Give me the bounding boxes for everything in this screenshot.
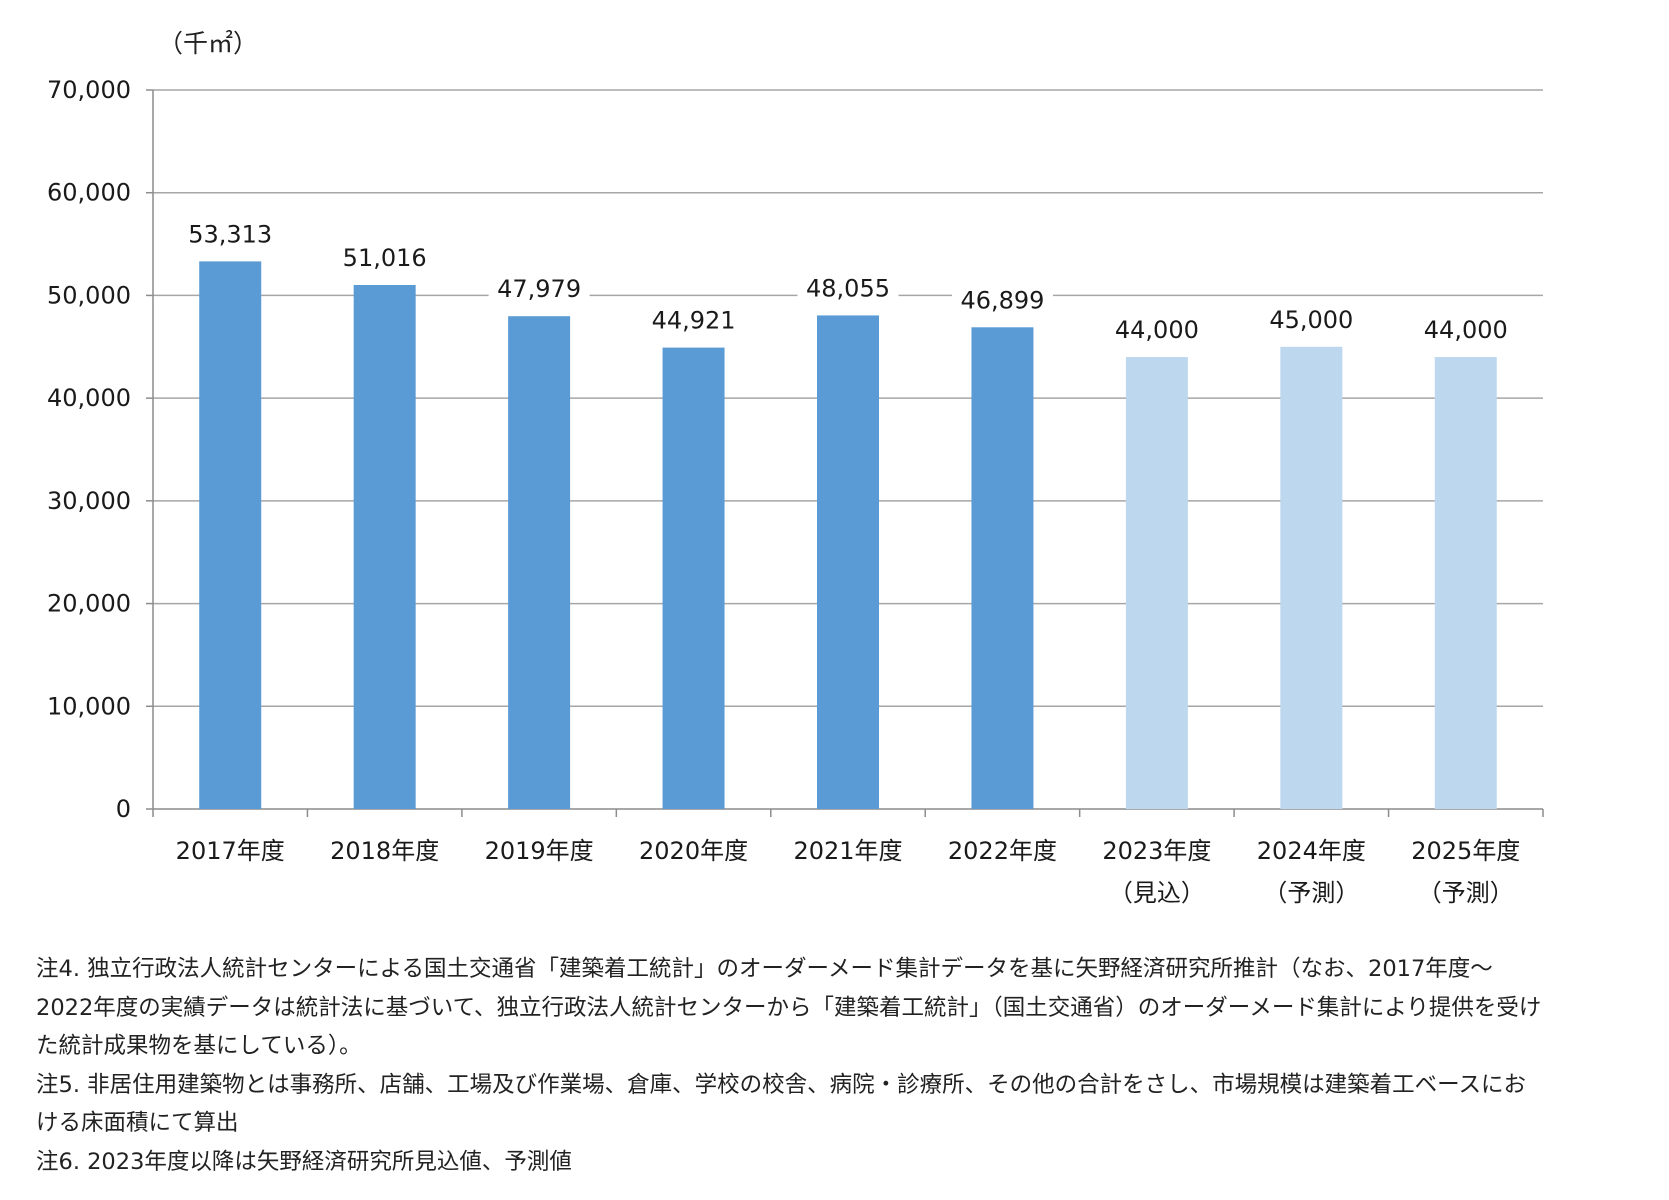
data-label-bg [179, 217, 281, 250]
note-line: ける床面積にて算出 [36, 1110, 239, 1136]
x-tick-label: 2023年度 [1102, 837, 1211, 865]
bar [199, 261, 262, 810]
x-tick-label: 2019年度 [485, 837, 594, 865]
bar [353, 284, 416, 809]
bar [1125, 357, 1188, 809]
x-tick-sublabel: （予測） [1263, 879, 1359, 907]
footnotes: 注4. 独立行政法人統計センターによる国土交通省「建築着工統計」のオーダーメード… [36, 950, 1636, 1181]
bar [508, 316, 571, 809]
x-tick-label: 2025年度 [1411, 837, 1520, 865]
y-tick-label: 10,000 [47, 692, 131, 720]
y-tick-label: 60,000 [47, 179, 131, 207]
data-label: 53,313 [188, 220, 272, 248]
bar [662, 347, 725, 809]
bar [1280, 346, 1343, 809]
unit-label: （千㎡） [158, 29, 259, 58]
x-tick-label: 2020年度 [639, 837, 748, 865]
note-line: 注5. 非居住用建築物とは事務所、店舗、工場及び作業場、倉庫、学校の校舎、病院・… [36, 1071, 1526, 1098]
x-tick-label: 2018年度 [330, 837, 439, 865]
bar [817, 315, 879, 809]
data-label-bg [488, 272, 590, 305]
data-label-bg [1106, 313, 1208, 346]
data-label: 45,000 [1269, 306, 1353, 334]
data-label: 47,979 [497, 275, 581, 303]
data-label-bg [1260, 302, 1362, 335]
x-tick-sublabel: （見込） [1109, 879, 1205, 907]
y-tick-label: 0 [116, 795, 131, 823]
data-label-bg [334, 240, 436, 273]
bar-chart: 0 10,000 20,000 30,000 40,000 50,000 60,000 70,… [47, 76, 1544, 907]
x-tick-label: 2022年度 [948, 837, 1057, 865]
data-label-bg [1415, 313, 1517, 346]
data-label-bg [797, 271, 899, 304]
y-tick-label: 40,000 [47, 384, 131, 412]
y-tick-label: 20,000 [47, 590, 131, 618]
x-tick-label: 2021年度 [793, 837, 902, 865]
data-label: 51,016 [343, 244, 427, 272]
data-label: 46,899 [960, 286, 1044, 314]
bar [1434, 357, 1497, 809]
note-line: 2022年度の実績データは統計法に基づいて、独立行政法人統計センターから「建築着… [36, 994, 1542, 1021]
x-tick-label: 2017年度 [176, 837, 285, 865]
y-tick-label: 30,000 [47, 487, 131, 515]
data-label: 44,000 [1115, 316, 1199, 344]
data-label-bg [643, 303, 745, 336]
x-tick-sublabel: （予測） [1418, 879, 1514, 907]
y-tick-label: 50,000 [47, 281, 131, 309]
note-line: 注4. 独立行政法人統計センターによる国土交通省「建築着工統計」のオーダーメード… [36, 956, 1493, 982]
note-line: た統計成果物を基にしている）。 [36, 1033, 362, 1059]
data-label-bg [951, 283, 1053, 316]
note-line: 注6. 2023年度以降は矢野経済研究所見込値、予測値 [36, 1148, 572, 1175]
data-label: 48,055 [806, 274, 890, 302]
data-label: 44,921 [652, 307, 736, 335]
x-tick-label: 2024年度 [1257, 837, 1366, 865]
chart-area: （千㎡） 0 10,000 20,000 30,000 40,000 50,000 60,0… [47, 29, 1544, 907]
data-label: 44,000 [1424, 316, 1508, 344]
y-tick-label: 70,000 [47, 76, 131, 104]
bar [971, 327, 1034, 809]
